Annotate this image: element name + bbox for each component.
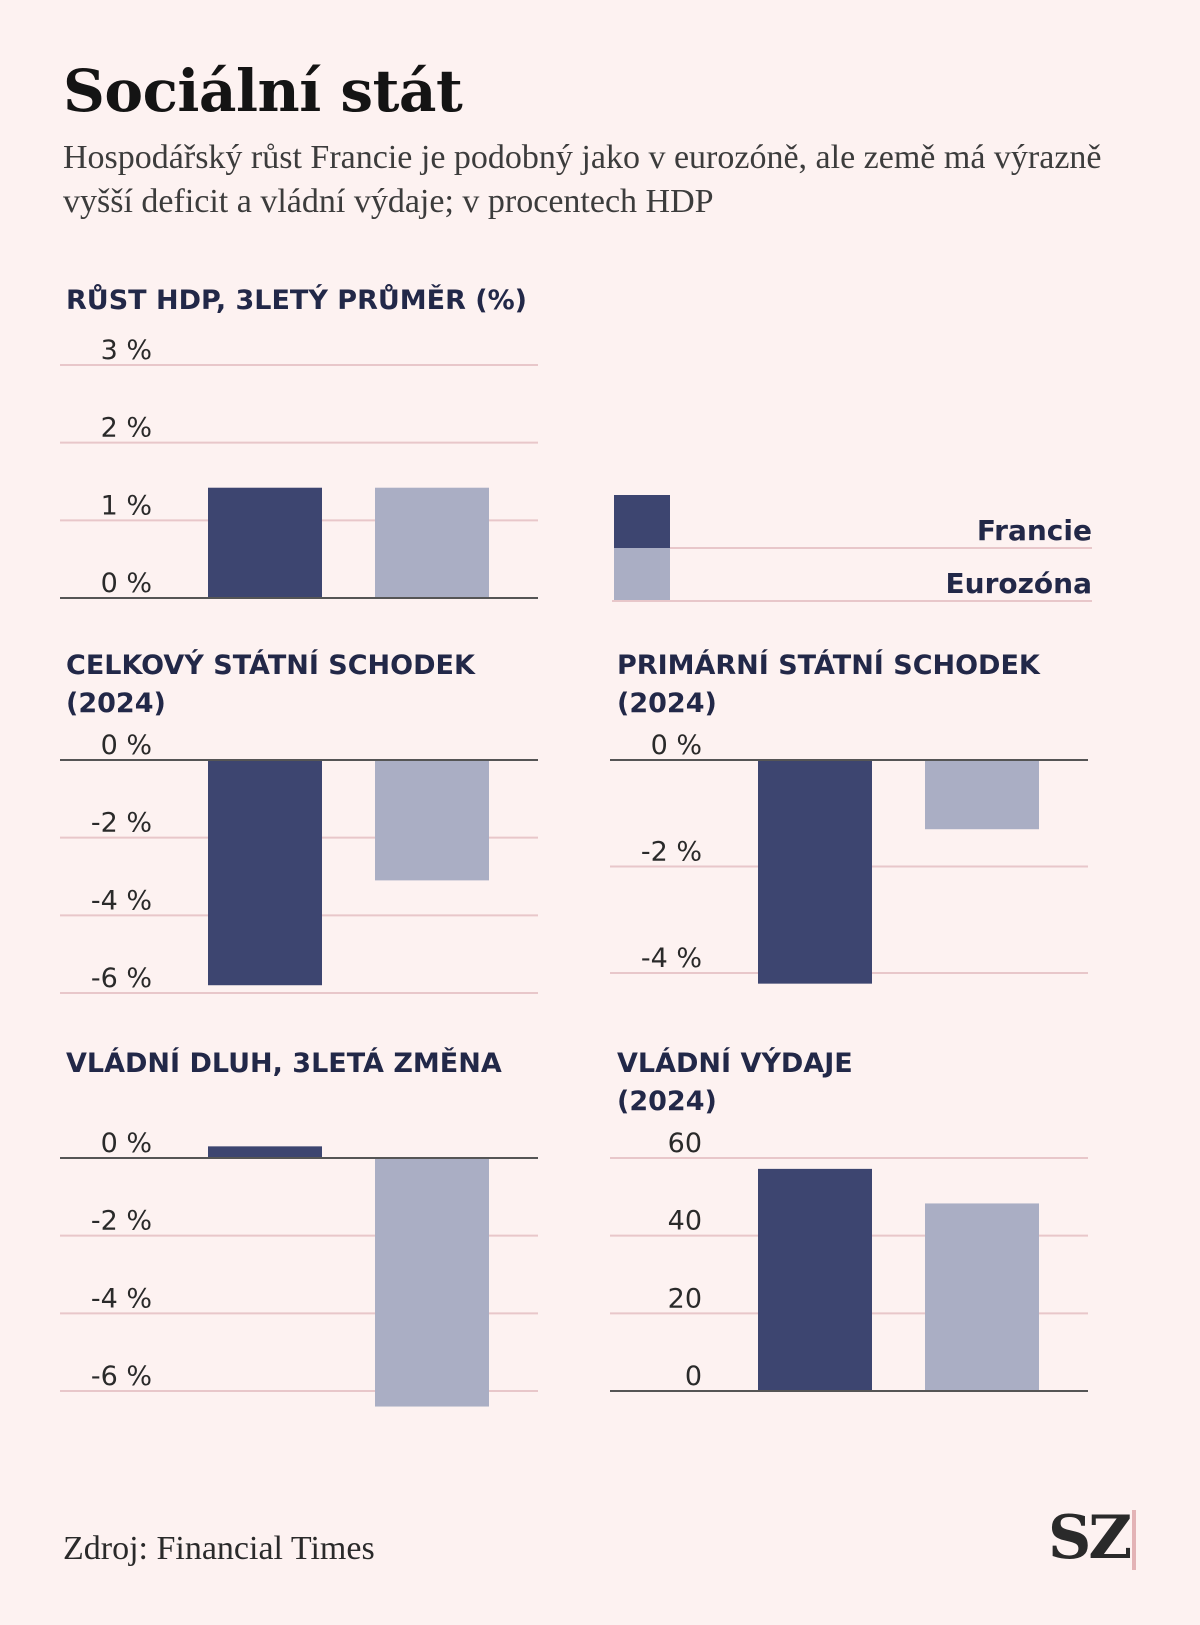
panel-title-gov-spending: VLÁDNÍ VÝDAJE (2024)	[617, 1048, 853, 1117]
legend-label-francie: Francie	[977, 514, 1092, 547]
bar-eurozona	[375, 760, 489, 881]
legend-swatch-eurozona	[614, 548, 670, 601]
logo: SZ	[1048, 1503, 1132, 1573]
tick-label: 0 %	[651, 730, 702, 761]
logo-accent-bar	[1132, 1510, 1136, 1570]
tick-label: -6 %	[91, 963, 152, 994]
tick-label: 0 %	[101, 730, 152, 761]
legend: Francie Eurozóna	[612, 495, 1092, 602]
tick-label: -4 %	[641, 943, 702, 974]
panel-title-total-deficit: CELKOVÝ STÁTNÍ SCHODEK (2024)	[66, 650, 475, 719]
bar-eurozona	[925, 760, 1039, 830]
bar-eurozona	[925, 1203, 1039, 1391]
panel-title-debt-change: VLÁDNÍ DLUH, 3LETÁ ZMĚNA	[66, 1048, 502, 1079]
tick-label: -2 %	[641, 837, 702, 868]
bar-francie	[208, 760, 322, 986]
tick-label: 20	[668, 1283, 702, 1314]
tick-label: 3 %	[101, 335, 152, 366]
legend-swatch-francie	[614, 495, 670, 548]
tick-label: 2 %	[101, 413, 152, 444]
chart-primary-deficit: 0 % -2 % -4 %	[610, 730, 1088, 984]
chart-debt-change: 0 % -2 % -4 % -6 %	[60, 1128, 538, 1407]
tick-label: 1 %	[101, 490, 152, 521]
source-note: Zdroj: Financial Times	[63, 1530, 375, 1567]
tick-label: 0 %	[101, 568, 152, 599]
tick-label: -4 %	[91, 1283, 152, 1314]
tick-label: 60	[668, 1128, 702, 1159]
tick-label: -6 %	[91, 1361, 152, 1392]
tick-label: -4 %	[91, 885, 152, 916]
bar-eurozona	[375, 487, 489, 598]
tick-label: -2 %	[91, 1206, 152, 1237]
bar-francie	[758, 1168, 872, 1391]
bar-francie	[208, 487, 322, 598]
tick-label: 40	[668, 1206, 702, 1237]
tick-label: -2 %	[91, 808, 152, 839]
chart-gov-spending: 60 40 20 0	[610, 1128, 1088, 1392]
chart-gdp-growth: 3 % 2 % 1 % 0 %	[60, 335, 538, 599]
legend-label-eurozona: Eurozóna	[946, 567, 1092, 600]
bar-eurozona	[375, 1158, 489, 1407]
panel-title-gdp-growth: RŮST HDP, 3LETÝ PRŮMĚR (%)	[66, 285, 528, 316]
chart-total-deficit: 0 % -2 % -4 % -6 %	[60, 730, 538, 994]
page-title: Sociální stát	[63, 57, 463, 125]
bar-francie	[208, 1146, 322, 1158]
bar-francie	[758, 760, 872, 984]
page-subtitle: Hospodářský růst Francie je podobný jako…	[63, 139, 1102, 220]
panel-title-primary-deficit: PRIMÁRNÍ STÁTNÍ SCHODEK (2024)	[617, 650, 1040, 719]
tick-label: 0 %	[101, 1128, 152, 1159]
tick-label: 0	[685, 1361, 702, 1392]
